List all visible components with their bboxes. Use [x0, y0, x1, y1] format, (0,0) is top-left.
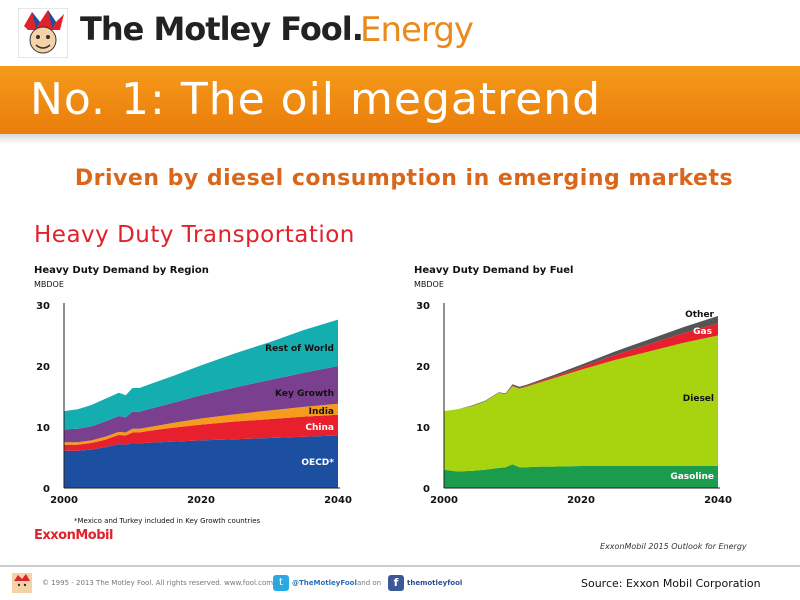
chart-unit-label: MBDOE	[34, 280, 64, 289]
series-label: Gas	[693, 327, 712, 337]
area-series-china	[64, 414, 338, 451]
y-tick-label: 30	[416, 301, 430, 312]
series-label: OECD*	[301, 458, 334, 468]
x-tick-label: 2020	[567, 495, 595, 506]
x-tick-label: 2000	[50, 495, 78, 506]
area-series-other	[444, 316, 718, 412]
area-series-india	[64, 403, 338, 445]
series-label: India	[309, 407, 334, 417]
facebook-link[interactable]: themotleyfool	[407, 579, 463, 587]
brand-bar: The Motley Fool. Energy	[0, 0, 800, 66]
series-label: Rest of World	[265, 344, 334, 354]
title-shadow	[0, 134, 800, 144]
y-tick-label: 10	[416, 423, 430, 434]
y-tick-label: 30	[36, 301, 50, 312]
y-tick-label: 20	[36, 362, 50, 373]
brand-sub: Energy	[360, 10, 474, 50]
area-series-rest-of-world	[64, 319, 338, 430]
x-tick-label: 2020	[187, 495, 215, 506]
source-note: Source: Exxon Mobil Corporation	[581, 577, 761, 590]
area-series-gasoline	[444, 464, 718, 488]
facebook-icon[interactable]: f	[388, 575, 404, 591]
slide-title: No. 1: The oil megatrend	[30, 74, 602, 125]
series-label: Other	[685, 310, 714, 320]
footer-rule	[0, 565, 800, 567]
twitter-icon[interactable]: t	[273, 575, 289, 591]
x-tick-label: 2040	[324, 495, 352, 506]
series-label: Gasoline	[670, 472, 714, 482]
chart-title: Heavy Duty Demand by Fuel	[414, 265, 573, 276]
chart-title: Heavy Duty Demand by Region	[34, 265, 209, 276]
footer-jester-icon	[12, 573, 32, 593]
chart-unit-label: MBDOE	[414, 280, 444, 289]
series-label: Diesel	[683, 394, 714, 404]
brand-name: The Motley Fool.	[80, 10, 364, 48]
area-series-diesel	[444, 335, 718, 472]
twitter-link[interactable]: @TheMotleyFool	[292, 579, 357, 587]
series-label: China	[305, 423, 334, 433]
area-series-key-growth	[64, 366, 338, 443]
chart-heading: Heavy Duty Transportation	[34, 222, 355, 248]
y-tick-label: 0	[43, 484, 50, 495]
x-tick-label: 2000	[430, 495, 458, 506]
chart-footnote: *Mexico and Turkey included in Key Growt…	[74, 517, 261, 525]
title-band	[0, 66, 800, 134]
slide-subtitle: Driven by diesel consumption in emerging…	[74, 166, 734, 191]
x-tick-label: 2040	[704, 495, 732, 506]
y-tick-label: 0	[423, 484, 430, 495]
footer-and-on: and on	[357, 579, 382, 587]
exxonmobil-logo: ExxonMobil	[34, 528, 113, 543]
outlook-note: ExxonMobil 2015 Outlook for Energy	[600, 542, 747, 551]
y-tick-label: 10	[36, 423, 50, 434]
series-label: Key Growth	[275, 389, 334, 399]
footer-copyright: © 1995 - 2013 The Motley Fool. All right…	[42, 579, 274, 587]
area-series-oecd-	[64, 435, 338, 488]
y-tick-label: 20	[416, 362, 430, 373]
jester-logo-icon	[18, 8, 68, 58]
